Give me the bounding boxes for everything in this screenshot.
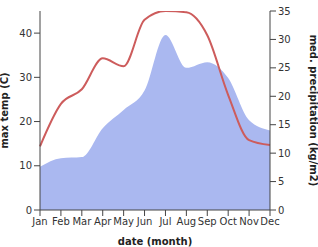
svg-text:30: 30 — [278, 34, 291, 45]
svg-text:20: 20 — [278, 91, 291, 102]
svg-text:Feb: Feb — [52, 216, 70, 227]
svg-text:Mar: Mar — [72, 216, 92, 227]
svg-text:40: 40 — [19, 28, 32, 39]
svg-text:10: 10 — [19, 160, 32, 171]
svg-text:Dec: Dec — [260, 216, 279, 227]
svg-text:Sep: Sep — [198, 216, 217, 227]
svg-text:10: 10 — [278, 148, 291, 159]
svg-text:Apr: Apr — [94, 216, 112, 227]
svg-text:Jul: Jul — [158, 216, 171, 227]
svg-text:May: May — [113, 216, 134, 227]
svg-text:0: 0 — [26, 205, 32, 216]
svg-text:Oct: Oct — [220, 216, 237, 227]
svg-text:0: 0 — [278, 205, 284, 216]
svg-text:25: 25 — [278, 62, 291, 73]
svg-text:max temp (C): max temp (C) — [8, 72, 10, 148]
svg-text:15: 15 — [278, 119, 291, 130]
svg-text:Aug: Aug — [177, 216, 197, 227]
svg-text:35: 35 — [278, 6, 291, 17]
svg-text:date (month): date (month) — [118, 236, 192, 247]
svg-text:Jan: Jan — [31, 216, 47, 227]
svg-text:20: 20 — [19, 116, 32, 127]
svg-text:med. precipitation (kg/m2): med. precipitation (kg/m2) — [308, 35, 310, 187]
svg-text:Nov: Nov — [239, 216, 259, 227]
svg-text:30: 30 — [19, 72, 32, 83]
svg-text:Jun: Jun — [136, 216, 153, 227]
svg-text:5: 5 — [278, 176, 284, 187]
